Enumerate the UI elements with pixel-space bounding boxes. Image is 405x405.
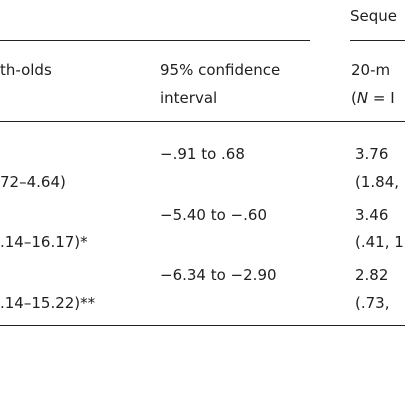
row-3-ci: −6.34 to −2.90 [160,266,277,284]
row-2-ci: −5.40 to −.60 [160,206,267,224]
group-header-sequence: Seque [350,7,398,25]
header-20-month-line2: (N = I [351,88,395,108]
row-2-m-range: (.41, 1 [355,233,404,251]
group-header-rule-right [350,40,405,41]
row-3-m-range: (.73, [355,294,390,312]
row-1-ci: −.91 to .68 [160,145,245,163]
row-3-m-value: 2.82 [355,266,389,284]
header-20-month-n: N [356,89,369,107]
row-1-m-value: 3.76 [355,145,389,163]
header-confidence-interval-line2: interval [160,89,218,107]
row-1-m-range: (1.84, [355,173,400,191]
row-2-m-value: 3.46 [355,206,389,224]
bottom-rule [0,325,405,326]
header-20-month-eq: = I [368,89,395,107]
header-rule [0,121,405,122]
header-age-group: th-olds [0,61,52,79]
header-20-month-line1: 20-m [351,61,391,79]
row-3-age-range: .14–15.22)** [0,294,96,312]
header-confidence-interval-line1: 95% confidence [160,61,281,79]
row-2-age-range: .14–16.17)* [0,233,88,251]
group-header-rule [0,40,310,41]
header-20-month-paren: ( [351,89,357,107]
row-1-age-range: 72–4.64) [0,173,66,191]
